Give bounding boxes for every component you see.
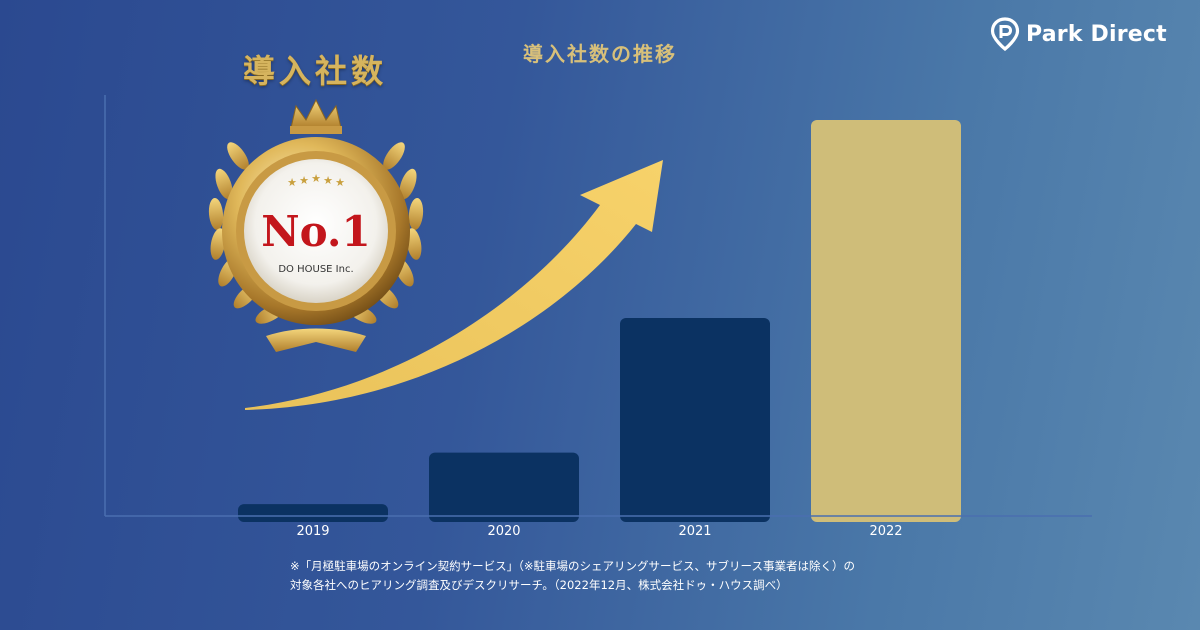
star-icon: ★: [335, 176, 345, 189]
footnote: ※「月極駐車場のオンライン契約サービス」（※駐車場のシェアリングサービス、サブリ…: [290, 557, 950, 595]
star-icon: ★: [299, 174, 309, 187]
footnote-line-1: ※「月極駐車場のオンライン契約サービス」（※駐車場のシェアリングサービス、サブリ…: [290, 559, 855, 573]
star-icon: ★: [323, 174, 333, 187]
x-tick-label-2019: 2019: [296, 524, 329, 539]
brand-name: Park Direct: [1026, 21, 1167, 47]
chart-title: 導入社数の推移: [523, 42, 677, 66]
medal-company: DO HOUSE Inc.: [278, 264, 353, 275]
location-pin-p-icon: [990, 17, 1020, 51]
bar-2020: [429, 452, 579, 522]
medal-stars: ★ ★ ★ ★ ★: [287, 172, 345, 189]
brand-logo: Park Direct: [990, 16, 1167, 52]
upward-trend-arrow-icon: [245, 160, 663, 410]
x-tick-label-2021: 2021: [678, 524, 711, 539]
crown-icon: [290, 98, 342, 134]
footnote-line-2: 対象各社へのヒアリング調査及びデスクリサーチ。（2022年12月、株式会社ドゥ・…: [290, 578, 788, 592]
crown-laurel-medal-icon: ★ ★ ★ ★ ★ No.1 DO HOUSE Inc.: [208, 98, 424, 352]
bar-2019: [238, 504, 388, 522]
star-icon: ★: [311, 172, 321, 185]
bar-2021: [620, 318, 770, 522]
medal-rank: No.1: [261, 207, 371, 256]
x-tick-label-2020: 2020: [487, 524, 520, 539]
badge-title: 導入社数: [242, 52, 387, 90]
medal-face: [244, 159, 388, 303]
star-icon: ★: [287, 176, 297, 189]
x-tick-label-2022: 2022: [869, 524, 902, 539]
bar-2022: [811, 120, 961, 522]
